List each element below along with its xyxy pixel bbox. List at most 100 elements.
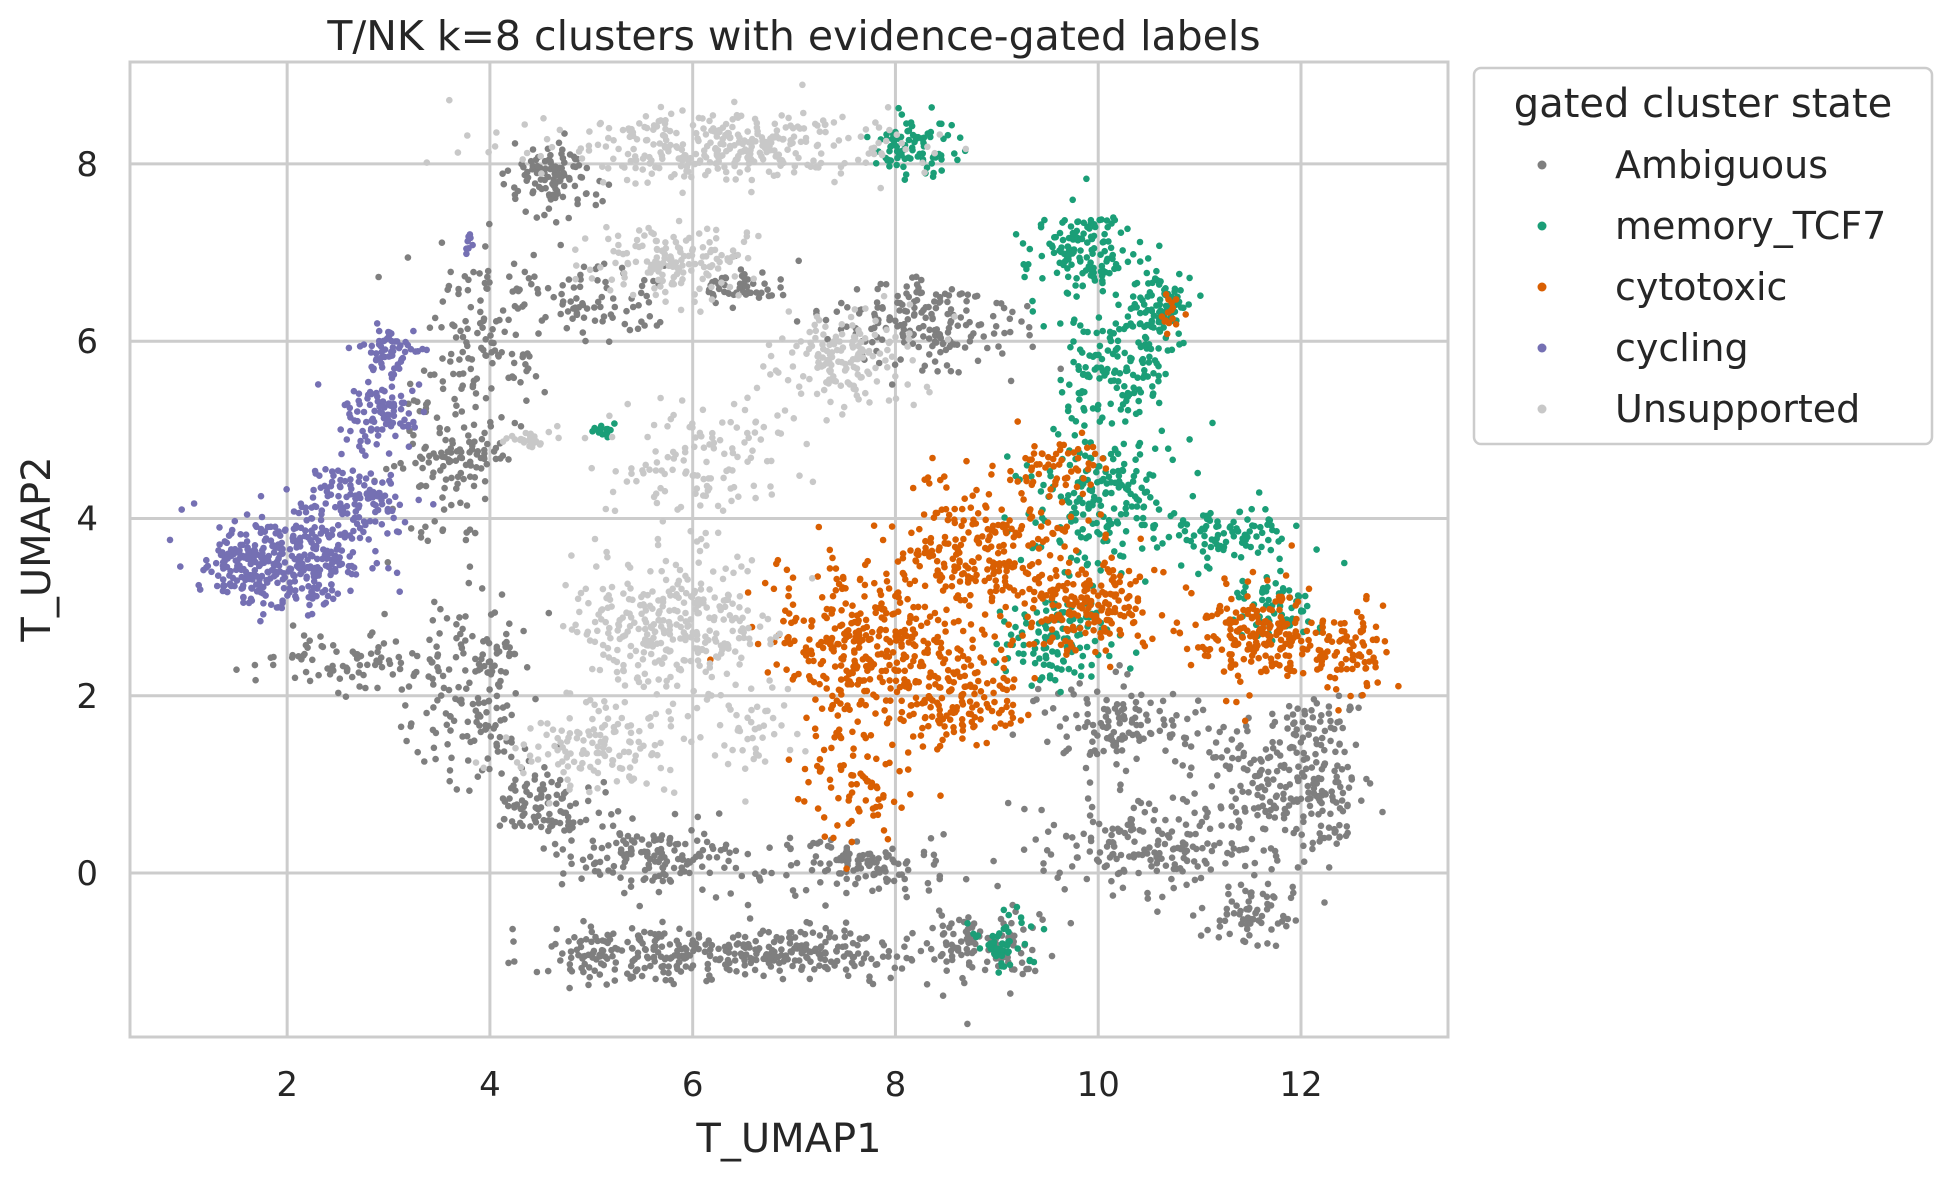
data-point: [661, 854, 668, 861]
data-point: [1289, 711, 1297, 718]
data-point: [422, 482, 430, 490]
data-point: [456, 446, 464, 454]
data-point: [1081, 452, 1089, 460]
data-point: [1251, 522, 1258, 530]
data-point: [698, 863, 706, 870]
data-point: [472, 655, 479, 663]
data-point: [573, 311, 581, 319]
data-point: [985, 491, 993, 498]
data-point: [880, 864, 888, 871]
data-point: [1154, 908, 1161, 915]
data-point: [1259, 606, 1267, 613]
data-point: [735, 931, 742, 939]
data-point: [1162, 747, 1169, 754]
data-point: [1155, 372, 1162, 380]
data-point: [1303, 755, 1311, 762]
data-point: [695, 931, 702, 938]
data-point: [365, 536, 373, 543]
data-point: [812, 696, 819, 703]
data-point: [523, 397, 530, 405]
data-point: [1294, 864, 1302, 871]
data-point: [880, 605, 888, 613]
data-point: [439, 494, 446, 501]
data-point: [512, 776, 519, 784]
data-point: [670, 864, 678, 872]
data-point: [1205, 646, 1212, 654]
data-point: [1112, 291, 1120, 299]
data-point: [1263, 667, 1270, 675]
data-point: [1141, 808, 1149, 816]
data-point: [1107, 400, 1114, 408]
data-point: [280, 584, 288, 592]
data-point: [464, 757, 472, 764]
data-point: [778, 935, 785, 942]
data-point: [1310, 725, 1317, 732]
data-point: [1206, 565, 1213, 572]
data-point: [786, 929, 793, 936]
data-point: [958, 522, 965, 530]
data-point: [1053, 475, 1061, 482]
data-point: [966, 698, 974, 705]
data-point: [1024, 613, 1031, 621]
data-point: [559, 282, 566, 289]
data-point: [530, 813, 538, 821]
data-point: [1301, 592, 1309, 600]
data-point: [1280, 795, 1287, 803]
data-point: [887, 685, 894, 692]
data-point: [1239, 577, 1246, 585]
data-point: [776, 959, 783, 967]
data-point: [963, 935, 971, 943]
data-point: [1110, 579, 1118, 587]
data-point: [443, 615, 451, 622]
data-point: [1071, 669, 1078, 676]
data-point: [1088, 673, 1095, 680]
data-point: [999, 586, 1006, 594]
data-point: [557, 808, 564, 815]
data-point: [592, 201, 600, 209]
data-point: [878, 336, 886, 344]
data-point: [470, 268, 477, 276]
data-point: [828, 645, 836, 653]
data-point: [818, 765, 825, 773]
data-point: [1171, 285, 1179, 293]
data-point: [1227, 662, 1234, 670]
data-point: [605, 338, 613, 346]
data-point: [505, 802, 512, 810]
data-point: [840, 762, 847, 769]
data-point: [1325, 633, 1333, 640]
data-point: [896, 307, 903, 314]
data-point: [1255, 619, 1262, 626]
data-point: [518, 797, 526, 804]
data-point: [1093, 468, 1100, 476]
data-point: [787, 845, 794, 853]
chart-title: T/NK k=8 clusters with evidence-gated la…: [326, 12, 1260, 60]
data-point: [969, 704, 976, 711]
data-point: [864, 753, 871, 760]
data-point: [1046, 674, 1054, 682]
data-point: [988, 471, 995, 478]
data-point: [726, 959, 733, 967]
data-point: [674, 965, 681, 973]
data-point: [666, 834, 674, 842]
data-point: [621, 889, 628, 897]
data-point: [315, 671, 322, 679]
data-point: [1094, 559, 1102, 567]
data-point: [1121, 715, 1128, 723]
data-point: [1000, 548, 1008, 555]
data-point: [1131, 714, 1139, 721]
data-point: [1077, 533, 1085, 541]
data-point: [608, 946, 615, 954]
data-point: [925, 683, 933, 690]
data-point: [1335, 707, 1342, 714]
data-point: [558, 795, 565, 802]
data-point: [1030, 640, 1038, 648]
data-point: [1097, 582, 1105, 589]
data-point: [534, 162, 541, 170]
data-point: [842, 919, 850, 926]
data-point: [483, 709, 490, 716]
data-point: [1097, 364, 1105, 372]
data-point: [909, 626, 917, 633]
data-point: [792, 892, 799, 899]
data-point: [1276, 555, 1283, 563]
data-point: [909, 929, 916, 937]
